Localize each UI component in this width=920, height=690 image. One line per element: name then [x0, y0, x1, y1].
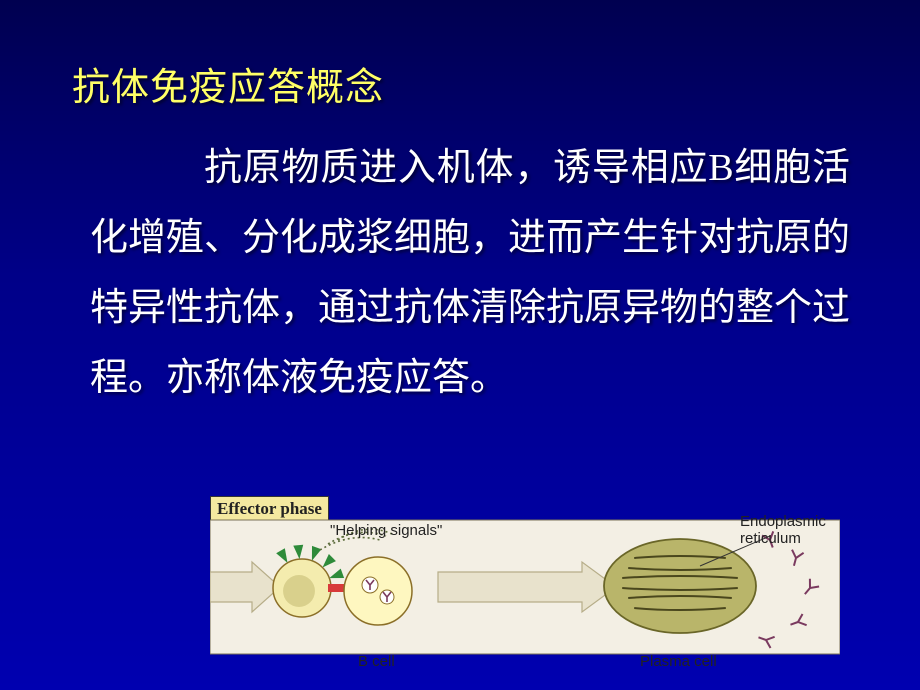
- effector-phase-diagram: Effector phase: [210, 496, 840, 672]
- plasma-cell-caption: Plasma cell: [640, 653, 717, 670]
- helping-signals-label: "Helping signals": [330, 522, 442, 539]
- t-helper-cell: [273, 559, 331, 617]
- slide: 抗体免疫应答概念 抗原物质进入机体，诱导相应B细胞活化增殖、分化成浆细胞，进而产…: [0, 0, 920, 690]
- slide-title: 抗体免疫应答概念: [72, 56, 384, 111]
- plasma-cell: [604, 539, 756, 633]
- er-label: Endoplasmicreticulum: [740, 514, 826, 547]
- b-cell: [344, 557, 412, 625]
- b-cell-caption: B cell: [358, 653, 395, 670]
- slide-body: 抗原物质进入机体，诱导相应B细胞活化增殖、分化成浆细胞，进而产生针对抗原的特异性…: [90, 134, 850, 414]
